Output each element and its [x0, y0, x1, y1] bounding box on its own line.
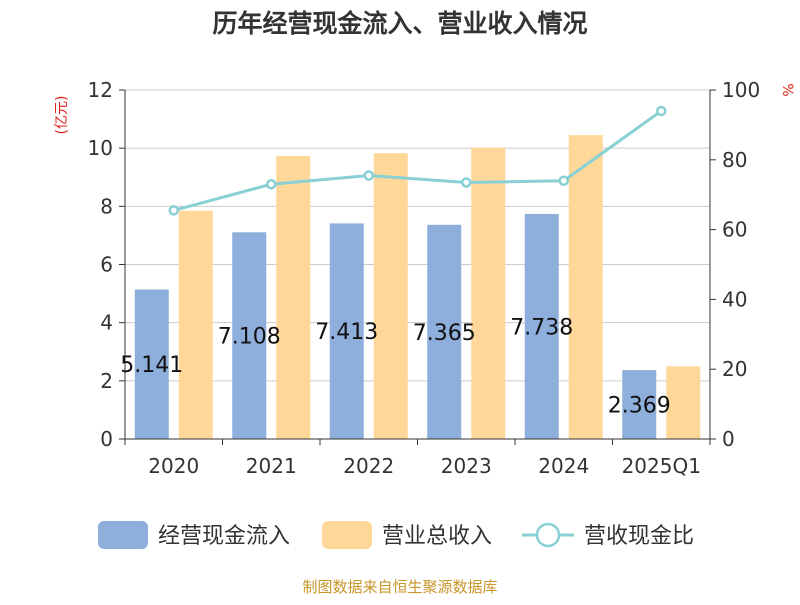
ratio-point	[461, 177, 472, 188]
right-tick-label: 0	[722, 427, 735, 451]
data-labels-layer: 5.141 7.108 7.413 7.365 7.738 2.369	[120, 315, 670, 418]
right-tick-label: 100	[722, 78, 760, 102]
x-tick-label: 2024	[538, 454, 589, 478]
legend-swatch-ratio-marker	[535, 522, 561, 548]
chart-title: 历年经营现金流入、营业收入情况	[212, 9, 587, 38]
legend-label-ratio: 营收现金比	[584, 524, 694, 549]
ratio-point	[363, 170, 374, 181]
axes-layer: 0 2 4 6 8 10 12 0 20 40 60 80 100 2020 2021 2022 2023 202…	[88, 78, 761, 478]
left-tick-label: 8	[100, 194, 113, 218]
right-tick-label: 80	[722, 148, 747, 172]
data-label-cash-inflow: 7.108	[218, 325, 281, 350]
bar-cash-inflow	[524, 213, 559, 439]
left-tick-label: 4	[100, 311, 113, 335]
bars-layer	[134, 135, 701, 439]
legend-swatch-total-revenue	[322, 521, 372, 549]
data-label-cash-inflow: 2.369	[608, 394, 671, 419]
right-axis-unit: %	[779, 83, 795, 96]
bar-total-revenue	[568, 135, 603, 439]
legend-label-cash-inflow: 经营现金流入	[158, 524, 290, 549]
data-label-cash-inflow: 5.141	[120, 353, 183, 378]
bar-total-revenue	[178, 210, 213, 439]
right-tick-label: 60	[722, 218, 747, 242]
left-tick-label: 2	[100, 369, 113, 393]
bar-cash-inflow	[329, 223, 364, 439]
left-tick-label: 6	[100, 253, 113, 277]
grid-lines	[125, 89, 710, 382]
data-label-cash-inflow: 7.413	[315, 320, 378, 345]
left-tick-label: 0	[100, 427, 113, 451]
bar-total-revenue	[666, 366, 701, 439]
right-tick-label: 40	[722, 287, 747, 311]
left-axis-unit: (亿元)	[54, 96, 70, 135]
left-tick-label: 12	[88, 78, 113, 102]
bar-total-revenue	[276, 156, 311, 439]
left-tick-label: 10	[88, 136, 113, 160]
x-tick-label: 2022	[343, 454, 394, 478]
ratio-line	[173, 109, 663, 212]
data-label-cash-inflow: 7.365	[413, 321, 476, 346]
x-tick-label: 2020	[148, 454, 199, 478]
legend-label-total-revenue: 营业总收入	[382, 524, 492, 549]
ratio-point	[266, 178, 277, 190]
x-tick-label: 2021	[246, 454, 297, 478]
x-tick-label: 2023	[441, 454, 492, 478]
bar-cash-inflow	[622, 370, 657, 439]
bar-cash-inflow	[232, 232, 267, 439]
ratio-point	[656, 105, 667, 117]
legend: 经营现金流入 营业总收入 营收现金比	[98, 521, 694, 549]
right-tick-label: 20	[722, 357, 747, 381]
data-label-cash-inflow: 7.738	[510, 315, 573, 340]
ratio-point	[558, 175, 569, 186]
bar-total-revenue	[471, 147, 506, 439]
ratio-line-layer	[168, 105, 667, 216]
source-note: 制图数据来自恒生聚源数据库	[302, 578, 497, 596]
ratio-point	[168, 205, 179, 216]
bar-cash-inflow	[427, 224, 462, 439]
bar-total-revenue	[373, 153, 408, 439]
x-tick-label: 2025Q1	[622, 454, 701, 478]
legend-swatch-cash-inflow	[98, 521, 148, 549]
bar-cash-inflow	[134, 289, 169, 439]
